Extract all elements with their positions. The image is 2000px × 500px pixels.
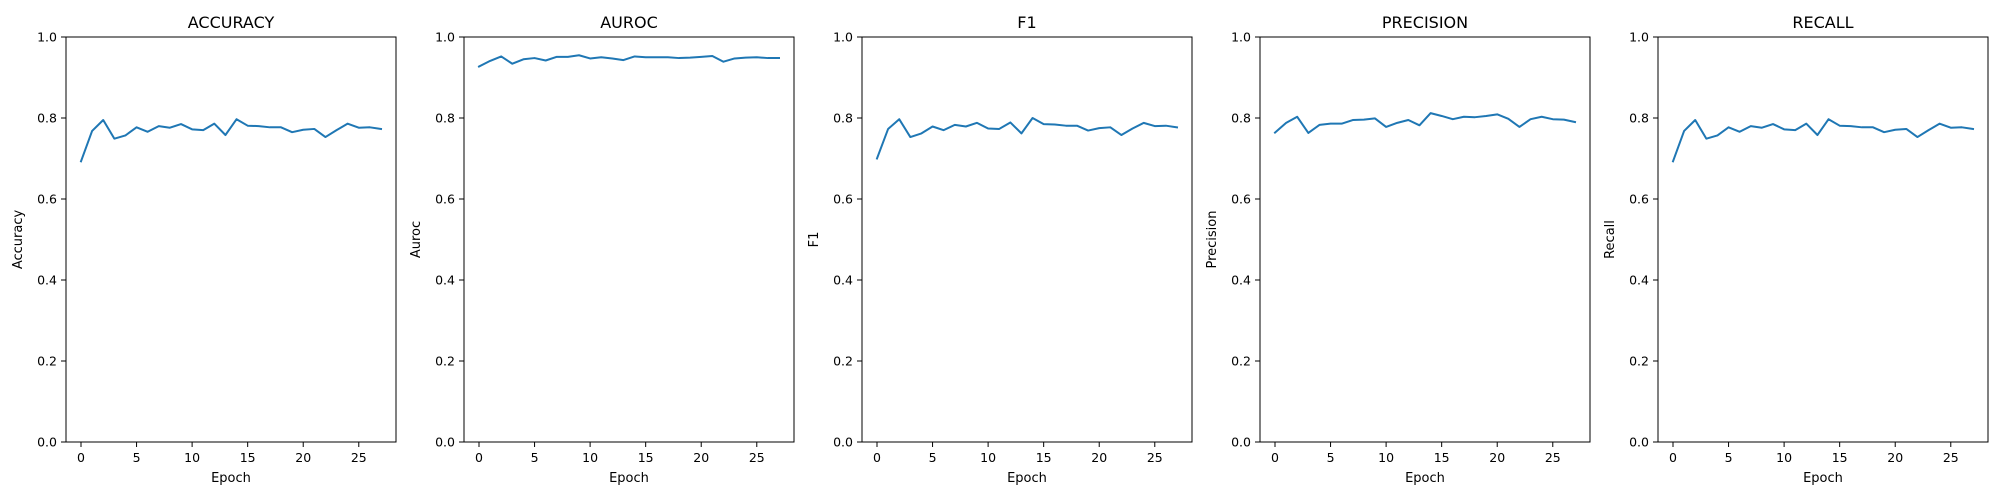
y-tick-label: 0.6 xyxy=(37,192,57,207)
y-tick-label: 1.0 xyxy=(1231,30,1251,45)
x-tick-label: 5 xyxy=(133,450,141,465)
chart-panel-accuracy: ACCURACY 0 5 10 15 20 25 0.0 0.2 0.4 0.6 0.8 1.0 Epoc… xyxy=(11,13,397,486)
x-tick-label: 5 xyxy=(929,450,937,465)
y-tick-label: 0.4 xyxy=(833,273,853,288)
x-tick-label: 10 xyxy=(184,450,200,465)
x-tick-label: 25 xyxy=(351,450,367,465)
y-tick-label: 1.0 xyxy=(435,30,455,45)
y-tick-label: 0.0 xyxy=(1231,435,1251,450)
x-tick-label: 10 xyxy=(980,450,996,465)
y-tick-label: 0.2 xyxy=(37,354,57,369)
series-line xyxy=(875,117,1179,160)
y-tick-label: 1.0 xyxy=(1629,30,1649,45)
x-tick-label: 5 xyxy=(1327,450,1335,465)
y-tick-label: 0.4 xyxy=(37,273,57,288)
y-axis-label: Auroc xyxy=(409,221,424,258)
x-tick-label: 0 xyxy=(475,450,483,465)
x-tick-label: 0 xyxy=(77,450,85,465)
chart-title: RECALL xyxy=(1792,13,1853,32)
x-axis-label: Epoch xyxy=(1405,471,1445,486)
y-tick-label: 0.4 xyxy=(1231,273,1251,288)
axes-frame xyxy=(861,36,1193,443)
x-tick-label: 20 xyxy=(1887,450,1903,465)
x-tick-label: 0 xyxy=(1669,450,1677,465)
x-tick-label: 15 xyxy=(1036,450,1052,465)
axes-frame xyxy=(463,36,795,443)
y-axis-label: Recall xyxy=(1603,220,1618,259)
x-tick-label: 25 xyxy=(1545,450,1561,465)
y-tick-label: 0.2 xyxy=(1231,354,1251,369)
x-tick-label: 5 xyxy=(531,450,539,465)
y-tick-label: 0.8 xyxy=(1629,111,1649,126)
chart-title: PRECISION xyxy=(1382,13,1468,32)
series-line xyxy=(477,54,780,68)
x-tick-label: 15 xyxy=(240,450,256,465)
x-axis-label: Epoch xyxy=(211,471,251,486)
y-tick-label: 0.8 xyxy=(833,111,853,126)
y-tick-label: 0.0 xyxy=(37,435,57,450)
x-tick-label: 15 xyxy=(1832,450,1848,465)
y-tick-label: 0.4 xyxy=(435,273,455,288)
y-tick-label: 0.6 xyxy=(435,192,455,207)
y-tick-label: 0.6 xyxy=(1629,192,1649,207)
axes-frame xyxy=(1259,36,1591,443)
x-tick-label: 15 xyxy=(1434,450,1450,465)
x-axis-label: Epoch xyxy=(1803,471,1843,486)
x-tick-label: 0 xyxy=(873,450,881,465)
chart-panels: ACCURACY 0 5 10 15 20 25 0.0 0.2 0.4 0.6 0.8 1.0 Epoc… xyxy=(11,13,1989,486)
x-tick-label: 0 xyxy=(1271,450,1279,465)
x-tick-label: 10 xyxy=(1378,450,1394,465)
y-axis-label: Precision xyxy=(1205,210,1220,268)
chart-title: F1 xyxy=(1017,13,1036,32)
x-tick-label: 5 xyxy=(1725,450,1733,465)
axes-frame xyxy=(1657,36,1989,443)
x-tick-label: 20 xyxy=(1091,450,1107,465)
y-tick-label: 1.0 xyxy=(37,30,57,45)
x-tick-label: 10 xyxy=(582,450,598,465)
x-tick-label: 25 xyxy=(1943,450,1959,465)
x-axis-label: Epoch xyxy=(609,471,649,486)
chart-panel-auroc: AUROC 0 5 10 15 20 25 0.0 0.2 0.4 0.6 0.8 1.0 Epoch Au… xyxy=(409,13,795,486)
chart-title: ACCURACY xyxy=(188,13,275,32)
series-line xyxy=(1671,118,1975,163)
series-line xyxy=(1273,112,1577,134)
series-line xyxy=(79,118,383,163)
y-tick-label: 0.2 xyxy=(833,354,853,369)
chart-panel-f1: F1 0 5 10 15 20 25 0.0 0.2 0.4 0.6 0.8 1.0 Epoch F1 xyxy=(807,13,1193,486)
x-tick-label: 20 xyxy=(295,450,311,465)
x-tick-label: 20 xyxy=(693,450,709,465)
y-tick-label: 0.2 xyxy=(1629,354,1649,369)
y-tick-label: 0.8 xyxy=(37,111,57,126)
y-tick-label: 0.0 xyxy=(1629,435,1649,450)
x-tick-label: 20 xyxy=(1489,450,1505,465)
chart-panel-precision: PRECISION 0 5 10 15 20 25 0.0 0.2 0.4 0.6 0.8 1.0 Epo… xyxy=(1205,13,1591,486)
y-tick-label: 0.2 xyxy=(435,354,455,369)
x-tick-label: 10 xyxy=(1776,450,1792,465)
axes-frame xyxy=(65,36,397,443)
x-tick-label: 15 xyxy=(638,450,654,465)
x-tick-label: 25 xyxy=(749,450,765,465)
chart-panel-recall: RECALL 0 5 10 15 20 25 0.0 0.2 0.4 0.6 0.8 1.0 Epoch R… xyxy=(1603,13,1989,486)
x-tick-label: 25 xyxy=(1147,450,1163,465)
y-tick-label: 0.8 xyxy=(435,111,455,126)
y-tick-label: 0.6 xyxy=(1231,192,1251,207)
y-tick-label: 0.0 xyxy=(833,435,853,450)
y-tick-label: 0.6 xyxy=(833,192,853,207)
y-tick-label: 0.8 xyxy=(1231,111,1251,126)
y-axis-label: Accuracy xyxy=(11,210,26,270)
chart-title: AUROC xyxy=(600,13,658,32)
x-axis-label: Epoch xyxy=(1007,471,1047,486)
y-tick-label: 0.4 xyxy=(1629,273,1649,288)
y-tick-label: 1.0 xyxy=(833,30,853,45)
y-axis-label: F1 xyxy=(807,232,822,248)
y-tick-label: 0.0 xyxy=(435,435,455,450)
